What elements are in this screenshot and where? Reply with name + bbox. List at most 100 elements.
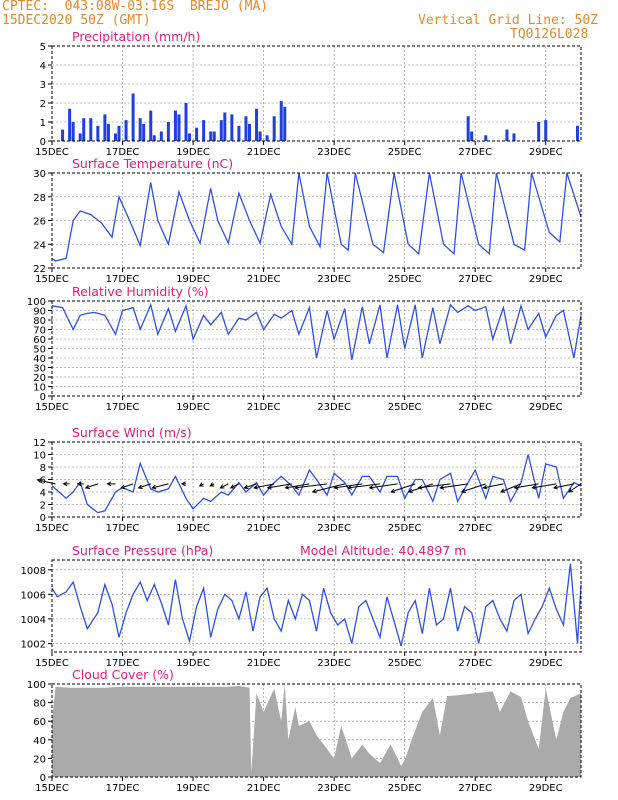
precip-bar [258,131,262,141]
wind-arrow-head [531,485,537,490]
x-tick-label: 29DEC [529,274,563,285]
x-tick-label: 27DEC [458,402,492,413]
panel-title: Surface Temperature (nC) [72,156,233,171]
x-tick-label: 15DEC [35,147,69,158]
y-tick-label: 40 [33,354,46,365]
panel-6 [48,683,582,781]
x-tick-label: 19DEC [176,274,210,285]
wind-arrow-head [84,484,90,490]
y-tick-label: 1004 [21,615,46,626]
x-tick-label: 19DEC [176,402,210,413]
x-tick-label: 17DEC [106,147,140,158]
wind-arrow-head [513,485,519,490]
series-line [51,172,582,262]
x-tick-label: 29DEC [529,147,563,158]
precip-bar [71,122,75,141]
wind-arrow-head [500,488,506,493]
x-tick-label: 23DEC [317,402,351,413]
y-tick-label: 10 [33,451,46,462]
wind-arrow-head [482,484,488,490]
precip-bar [188,133,192,141]
panel-frame [51,559,582,653]
header-model: TQ0126L028 [510,27,589,42]
x-tick-label: 15DEC [35,783,69,794]
precip-bar [223,112,227,141]
y-tick-label: 24 [33,240,46,251]
y-tick-label: 40 [33,736,46,747]
precip-bar [96,125,100,141]
x-tick-label: 25DEC [388,523,422,534]
y-tick-label: 30 [33,169,46,180]
y-tick-label: 30 [33,364,46,375]
y-tick-label: 80 [33,316,46,327]
wind-arrow-head [417,485,423,490]
panel-title: Surface Pressure (hPa) [72,543,213,558]
panel-frame [51,45,582,142]
wind-arrow-shaft [85,483,99,489]
panel-title: Cloud Cover (%) [72,667,174,682]
precip-bar [113,133,117,141]
wind-arrow-head [368,485,374,490]
precip-bar [152,135,156,141]
panel-title: Relative Humidity (%) [72,284,209,299]
x-tick-label: 25DEC [388,783,422,794]
y-tick-label: 80 [33,699,46,710]
x-tick-label: 27DEC [458,523,492,534]
x-tick-label: 23DEC [317,658,351,669]
x-tick-label: 21DEC [247,402,281,413]
wind-arrow-head [62,481,68,487]
wind-arrow-shaft [312,483,345,493]
x-tick-label: 25DEC [388,402,422,413]
x-tick-label: 23DEC [317,783,351,794]
x-tick-label: 29DEC [529,658,563,669]
wind-arrow-shaft [514,483,539,489]
wind-arrow-shaft [267,483,292,489]
x-tick-label: 23DEC [317,147,351,158]
wind-arrow-shaft [152,483,169,489]
wind-arrow-head [439,485,445,490]
precip-bar [230,114,234,141]
x-tick-label: 15DEC [35,274,69,285]
y-tick-label: 20 [33,373,46,384]
wind-arrow-shaft [418,483,451,489]
wind-arrow-head [294,485,299,490]
wind-arrow-shaft [532,483,557,489]
precip-bar [279,101,283,141]
precip-bar [237,125,241,141]
y-tick-label: 0 [40,392,46,403]
precip-bar [159,131,163,141]
precip-bar [265,135,269,141]
precip-bar [512,133,516,141]
precip-bar [537,122,541,141]
precip-bar [177,114,181,141]
y-tick-label: 4 [40,488,46,499]
y-tick-label: 2 [40,501,46,512]
wind-arrow-shaft [244,483,257,489]
panel-3 [48,300,582,400]
wind-arrow-head [460,488,466,494]
wind-arrow-shaft [37,479,56,485]
y-tick-label: 70 [33,326,46,337]
y-tick-label: 100 [27,297,46,308]
precip-bar [255,108,259,141]
wind-arrow-head [36,478,42,483]
precip-bar [283,106,287,141]
panel-4 [36,441,582,521]
precip-bar [149,110,153,141]
precip-bar [575,125,579,141]
wind-arrow-head [568,488,574,493]
precip-bar [106,123,110,141]
y-tick-label: 12 [33,438,46,449]
x-tick-label: 17DEC [106,274,140,285]
precip-bar [82,118,86,141]
wind-arrow-head [120,484,126,490]
wind-arrow-shaft [295,483,328,489]
x-tick-label: 29DEC [529,523,563,534]
series-line [51,302,582,361]
precip-bar [209,131,213,141]
y-tick-label: 4 [40,61,46,72]
wind-arrow-shaft [369,483,398,489]
series-line [51,563,582,647]
x-tick-label: 23DEC [317,523,351,534]
